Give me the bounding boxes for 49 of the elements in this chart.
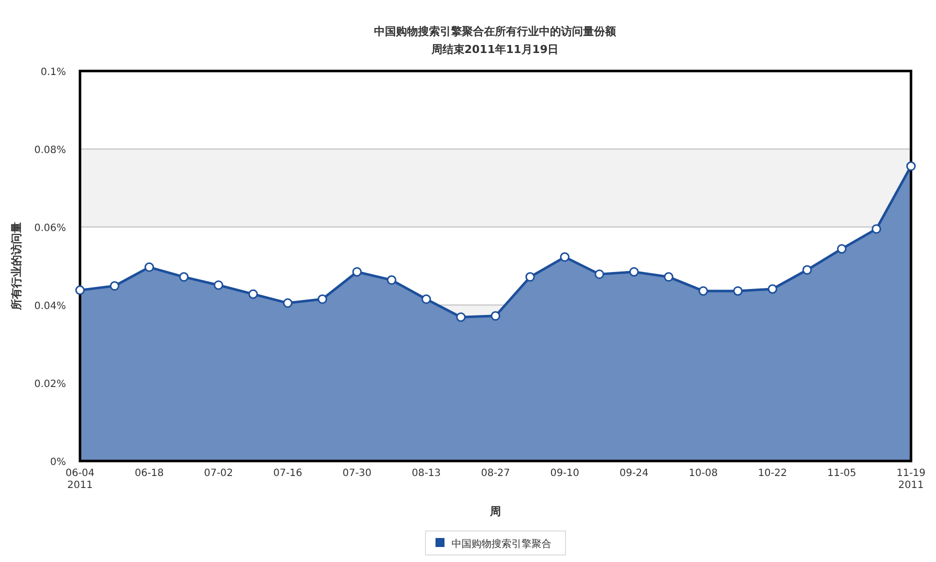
point	[456, 312, 466, 322]
point	[352, 267, 362, 277]
point	[75, 285, 85, 295]
x-tick-label: 09-10	[550, 468, 580, 479]
point	[318, 294, 328, 304]
point	[698, 286, 708, 296]
y-axis-title: 所有行业的访问量	[10, 222, 23, 311]
y-tick-label: 0.1%	[40, 67, 66, 78]
point	[248, 289, 258, 299]
x-tick-label: 08-27	[480, 468, 510, 479]
point	[560, 252, 570, 262]
point	[802, 265, 812, 275]
x-tick-label: 06-04 2011	[65, 468, 95, 491]
x-tick-label: 07-30	[342, 468, 372, 479]
x-tick-label: 11-05	[827, 468, 856, 479]
point	[906, 161, 916, 171]
point	[283, 298, 292, 308]
x-tick-label: 08-13	[412, 468, 441, 479]
x-tick-label: 11-19 2011	[896, 468, 926, 491]
x-tick-label: 07-02	[204, 468, 234, 479]
point	[422, 294, 431, 304]
point	[386, 275, 396, 285]
x-tick-label: 06-18	[134, 468, 164, 479]
x-tick-label: 10-22	[758, 468, 788, 479]
point	[733, 286, 743, 296]
x-axis-title: 周	[489, 505, 501, 518]
y-tick-label: 0.02%	[34, 379, 66, 390]
point	[664, 272, 674, 282]
x-tick-label: 10-08	[688, 468, 718, 479]
point	[768, 284, 778, 294]
point	[144, 262, 154, 272]
x-tick-label: 07-16	[273, 468, 302, 479]
point	[214, 280, 224, 290]
y-tick-label: 0%	[50, 457, 66, 468]
point	[594, 269, 604, 279]
x-tick-label: 09-24	[619, 468, 649, 479]
point	[629, 267, 639, 277]
y-tick-label: 0.08%	[34, 145, 66, 156]
chart-title: 中国购物搜索引擎聚合在所有行业中的访问量份额	[374, 25, 617, 38]
point	[872, 224, 882, 234]
chart-subtitle: 周结束2011年11月19日	[430, 43, 559, 56]
point	[110, 281, 120, 291]
point	[179, 272, 189, 282]
y-tick-label: 0.06%	[34, 223, 66, 234]
legend-label: 中国购物搜索引擎聚合	[452, 538, 552, 550]
point	[490, 311, 500, 321]
point	[837, 244, 846, 254]
y-tick-label: 0.04%	[34, 301, 66, 312]
point	[525, 272, 535, 282]
